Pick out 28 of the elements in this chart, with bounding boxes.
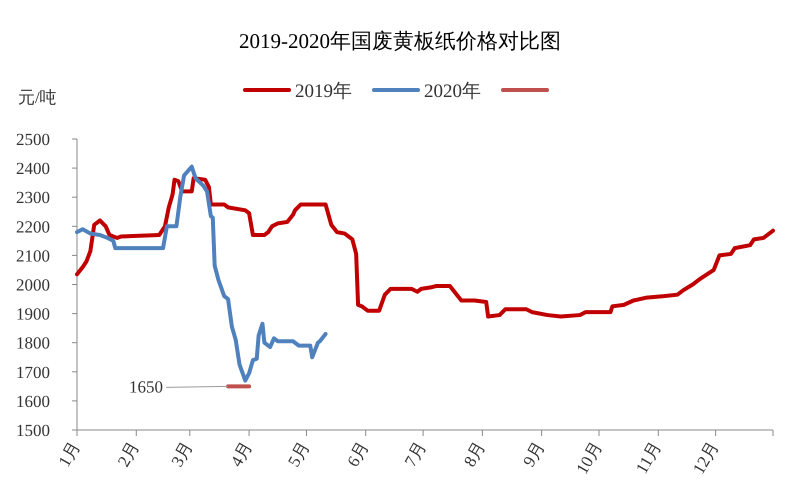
y-tick-label: 1800: [16, 334, 50, 353]
x-tick-label: 3月: [167, 438, 197, 470]
y-tick-label: 1500: [16, 421, 50, 440]
x-tick-label: 2月: [114, 438, 144, 470]
y-tick-label: 2300: [16, 188, 50, 208]
x-tick-label: 11月: [632, 438, 666, 477]
x-tick-label: 4月: [226, 438, 256, 470]
y-tick-label: 1900: [16, 304, 50, 324]
x-tick-label: 10月: [572, 438, 606, 478]
x-tick-label: 1月: [54, 438, 84, 470]
x-tick-label: 12月: [689, 438, 722, 478]
annotation: 1650: [129, 377, 164, 396]
legend-label: 2020年: [424, 81, 481, 102]
y-tick-label: 2400: [16, 159, 50, 178]
y-tick-label: 1600: [16, 392, 50, 411]
y-tick-label: 2000: [16, 276, 50, 294]
legend-label: 2019年: [295, 81, 352, 102]
x-tick-label: 6月: [343, 438, 373, 470]
chart-title: 2019-2020年国废黄板纸价格对比图: [239, 29, 561, 53]
y-tick-label: 2100: [16, 246, 50, 266]
y-tick-label: 2200: [16, 217, 50, 236]
y-tick-label: 2500: [16, 130, 50, 149]
y-tick-label: 1700: [16, 362, 50, 382]
x-tick-label: 8月: [460, 438, 490, 470]
x-tick-label: 7月: [400, 438, 430, 470]
x-tick-label: 5月: [284, 438, 314, 470]
x-tick-label: 9月: [519, 438, 548, 470]
y-axis-title: 元/吨: [18, 88, 57, 107]
